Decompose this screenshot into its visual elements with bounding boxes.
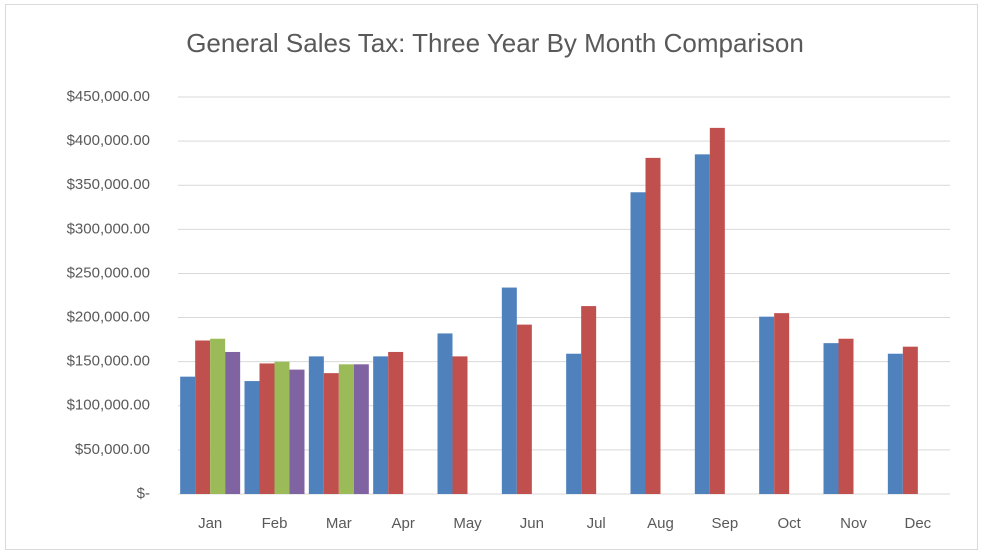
bar [581,306,597,494]
x-tick-label: Feb [262,515,288,532]
bar [225,351,241,494]
bar [323,373,339,494]
x-tick-label: Jan [198,515,222,532]
x-tick-label: Jun [520,515,544,532]
bar [838,338,854,494]
x-tick-label: Nov [840,515,867,532]
y-tick-label: $- [137,485,150,502]
bar [289,369,305,494]
bar [195,340,211,494]
bar [308,356,324,494]
bar [630,192,646,494]
bar [694,154,710,494]
bar [353,364,369,494]
y-tick-label: $300,000.00 [67,220,150,237]
bar [452,356,468,494]
bar [180,376,196,494]
x-tick-label: Dec [904,515,931,532]
bar [388,351,404,494]
x-tick-label: May [453,515,482,532]
bar [259,363,275,494]
bar [902,346,918,494]
bar [887,353,903,494]
y-tick-label: $350,000.00 [67,176,150,193]
bar [210,338,226,494]
y-tick-label: $400,000.00 [67,132,150,149]
bar [373,356,389,494]
bar [645,157,661,494]
x-tick-label: Aug [647,515,674,532]
bar [338,364,354,494]
y-tick-label: $250,000.00 [67,264,150,281]
x-tick-label: Apr [391,515,414,532]
x-tick-label: Oct [777,515,801,532]
bar [516,324,532,494]
bar [759,316,775,494]
bar [566,353,582,494]
x-tick-label: Sep [711,515,738,532]
y-tick-label: $50,000.00 [75,441,150,458]
chart-title: General Sales Tax: Three Year By Month C… [186,28,804,58]
y-tick-label: $100,000.00 [67,397,150,414]
y-tick-label: $200,000.00 [67,309,150,326]
bar [774,313,790,494]
bar [437,333,453,494]
bar [709,127,725,494]
x-tick-label: Mar [326,515,352,532]
bar [501,287,517,494]
x-tick-label: Jul [587,515,606,532]
y-tick-label: $150,000.00 [67,353,150,370]
bar [274,361,290,494]
bar [244,381,260,494]
bar [823,343,839,494]
chart-border [5,4,978,550]
y-tick-label: $450,000.00 [67,88,150,105]
